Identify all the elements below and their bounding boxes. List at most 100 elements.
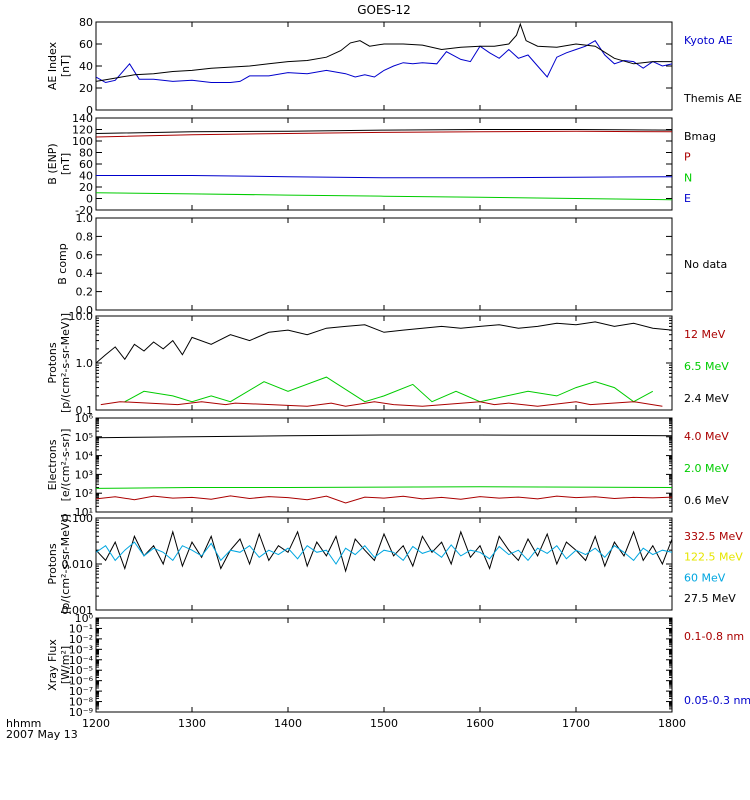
y-tick-label: 0.100 — [62, 512, 94, 525]
panel-frame — [95, 217, 673, 311]
y-tick-label: 10² — [75, 487, 93, 500]
y-axis-label-line: [W/m²] — [59, 646, 72, 684]
y-axis-label-line: Xray Flux — [46, 639, 59, 691]
y-axis-label-line: Electrons — [46, 439, 59, 490]
y-tick-label: 10⁶ — [75, 412, 94, 425]
legend-entry: Bmag — [684, 130, 716, 143]
y-axis-label-line: B comp — [56, 243, 69, 285]
y-tick-label: 0 — [86, 104, 93, 117]
y-tick-label: 120 — [72, 124, 93, 137]
y-axis-label-line: [nT] — [59, 153, 72, 175]
y-axis-label-line: [p/(cm²-s-sr-MeV)] — [59, 514, 72, 614]
y-tick-label: 80 — [79, 16, 93, 29]
y-axis-label: Protons [p/(cm²-s-sr-MeV)] — [46, 514, 72, 614]
y-tick-label: 40 — [79, 170, 93, 183]
series-line — [96, 541, 672, 565]
y-tick-label: 10⁵ — [75, 431, 93, 444]
legend-entry: 0.05-0.3 nm — [684, 694, 750, 707]
y-tick-label: 0.0 — [76, 304, 94, 317]
y-tick-label: 10⁻⁶ — [69, 675, 94, 688]
y-tick-label: 10⁰ — [75, 612, 94, 625]
y-tick-label: 10⁻⁹ — [69, 706, 93, 719]
y-tick-label: 10¹ — [75, 506, 93, 519]
series-line — [96, 175, 672, 179]
y-tick-label: 100 — [72, 135, 93, 148]
y-tick-label: 60 — [79, 38, 93, 51]
legend-entry: Themis AE — [683, 92, 742, 105]
y-axis-label-line: B (ENP) — [46, 143, 59, 184]
panel-frame — [95, 517, 673, 611]
legend-entry: E — [684, 192, 691, 205]
series-line — [96, 40, 672, 84]
y-tick-label: 10⁻³ — [69, 643, 93, 656]
y-tick-label: 20 — [79, 181, 93, 194]
y-tick-label: 10.0 — [69, 310, 94, 323]
y-tick-label: 0.010 — [62, 558, 94, 571]
y-tick-label: 0.2 — [76, 286, 94, 299]
legend-entry: 6.5 MeV — [684, 360, 729, 373]
y-tick-label: 10⁴ — [75, 450, 94, 463]
y-tick-label: 1.0 — [76, 357, 94, 370]
time-label: hhmm — [6, 717, 41, 730]
panel-ae: 0 20 40 60 80 AE Index [nT] Kyoto AE Themis AE — [46, 16, 742, 117]
x-tick-label: 1200 — [82, 717, 110, 730]
x-tick-label: 1800 — [658, 717, 686, 730]
legend-entry: 27.5 MeV — [684, 592, 736, 605]
y-tick-label: 10³ — [75, 468, 93, 481]
y-tick-label: 0.6 — [76, 249, 94, 262]
legend-entry: 12 MeV — [684, 328, 726, 341]
y-tick-label: 40 — [79, 60, 93, 73]
series-line — [96, 321, 672, 364]
y-tick-label: 20 — [79, 82, 93, 95]
y-tick-label: 0.001 — [62, 604, 94, 617]
legend-entry: 2.4 MeV — [684, 392, 729, 405]
series-line — [124, 376, 654, 403]
y-axis-label-line: Protons — [46, 342, 59, 383]
series-line — [96, 130, 672, 138]
panel-electrons: 10¹ 10² 10³ 10⁴ 10⁵ 10⁶ Electrons [e/(cm²-s-sr)… — [46, 412, 729, 519]
series-line — [96, 434, 672, 439]
chart-title: GOES-12 — [357, 3, 411, 17]
y-tick-label: 10⁻⁷ — [69, 685, 93, 698]
series-line — [96, 495, 672, 504]
x-tick-label: 1400 — [274, 717, 302, 730]
series-line — [96, 192, 672, 201]
y-tick-label: 0.1 — [76, 404, 94, 417]
panel-frame — [95, 617, 673, 713]
y-axis-label: B (ENP) [nT] — [46, 143, 72, 184]
y-axis-label: B comp — [56, 243, 69, 285]
y-tick-label: 80 — [79, 147, 93, 160]
y-tick-label: 10⁻⁸ — [69, 696, 94, 709]
series-line — [96, 486, 672, 489]
y-axis-label: Protons [p/(cm²-s-sr-MeV)] — [46, 313, 72, 413]
y-tick-label: 0.4 — [76, 267, 94, 280]
y-tick-label: 10⁻² — [69, 633, 93, 646]
y-axis-label-line: [e/(cm²-s-sr)] — [59, 429, 72, 502]
y-tick-label: 140 — [72, 112, 93, 125]
y-tick-label: 60 — [79, 158, 93, 171]
x-tick-label: 1300 — [178, 717, 206, 730]
legend-entry: 0.6 MeV — [684, 494, 729, 507]
y-axis-label-line: [p/(cm²-s-sr-MeV)] — [59, 313, 72, 413]
legend-entry: N — [684, 171, 692, 184]
legend-entry: 332.5 MeV — [684, 530, 743, 543]
y-tick-label: 0.8 — [76, 230, 94, 243]
legend-entry: 4.0 MeV — [684, 430, 729, 443]
x-tick-label: 1600 — [466, 717, 494, 730]
panel-b_comp: 0.0 0.2 0.4 0.6 0.8 1.0 B comp No data — [56, 212, 727, 317]
x-tick-label: 1700 — [562, 717, 590, 730]
y-tick-label: 0 — [86, 193, 93, 206]
x-tick-label: 1500 — [370, 717, 398, 730]
panel-frame — [95, 21, 673, 111]
legend-entry: Kyoto AE — [684, 34, 733, 47]
legend-entry: 0.1-0.8 nm — [684, 630, 744, 643]
date-label: 2007 May 13 — [6, 728, 78, 741]
y-tick-label: 10⁻⁴ — [69, 654, 94, 667]
legend-entry: No data — [684, 258, 727, 271]
series-line — [96, 529, 672, 573]
y-axis-label: AE Index [nT] — [46, 41, 72, 90]
